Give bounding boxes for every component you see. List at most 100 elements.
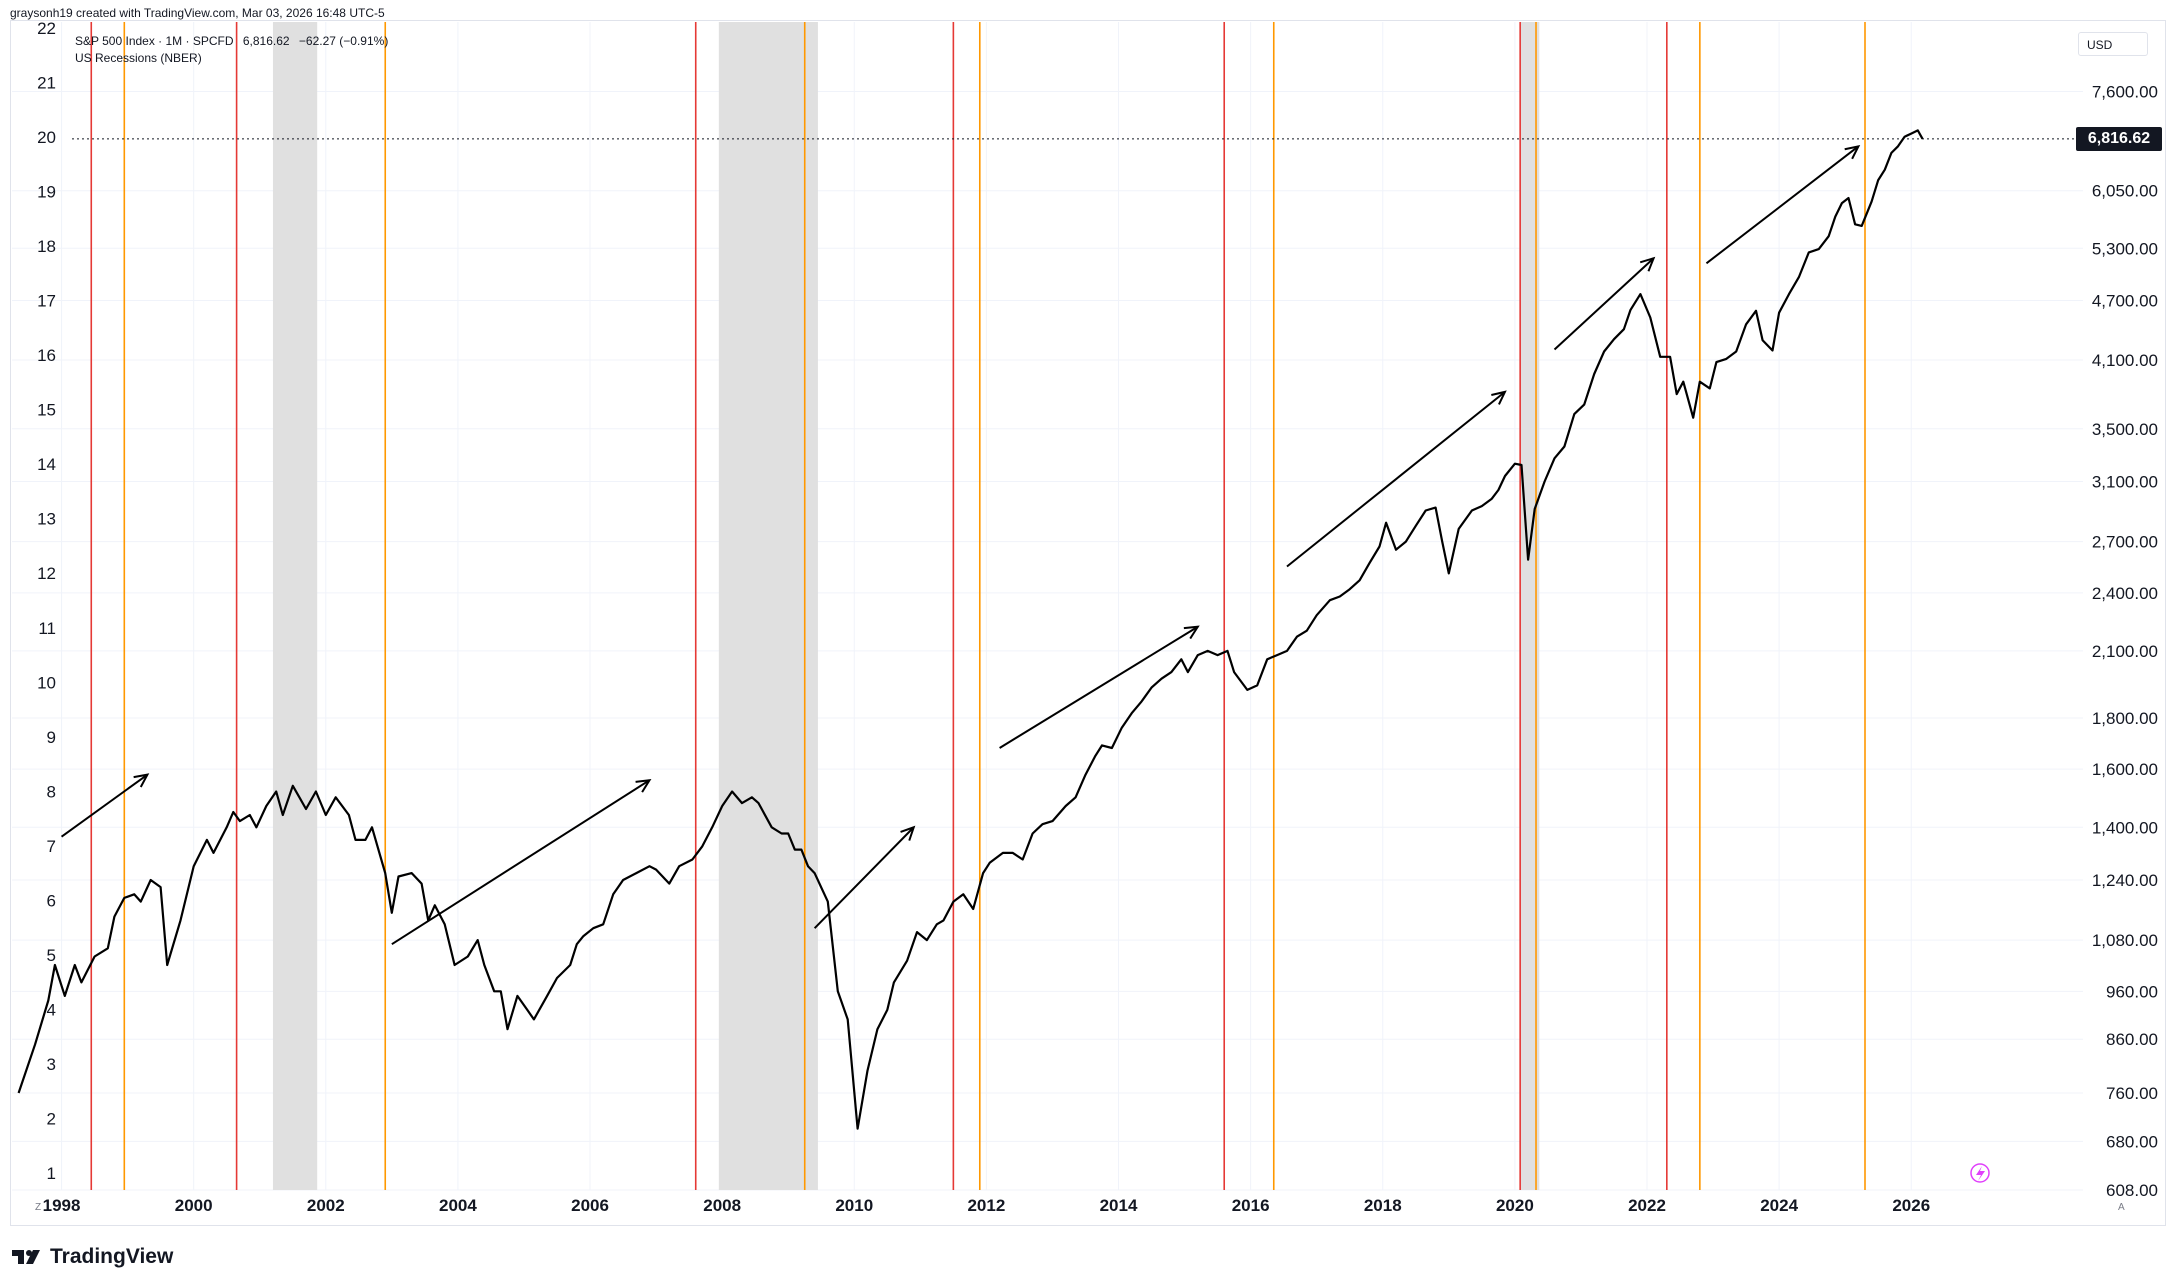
trend-arrow <box>999 625 1200 749</box>
left-tick-label: 10 <box>37 673 56 692</box>
right-tick-label: 5,300.00 <box>2092 239 2158 258</box>
right-tick-label: 860.00 <box>2106 1030 2158 1049</box>
left-tick-label: 16 <box>37 346 56 365</box>
tradingview-logo-text: TradingView <box>50 1245 174 1268</box>
currency-selector[interactable]: USD <box>2078 32 2148 56</box>
left-tick-label: 9 <box>47 728 56 747</box>
left-tick-label: 19 <box>37 183 56 202</box>
x-tick-label: 2012 <box>967 1196 1005 1215</box>
left-tick-label: 21 <box>37 74 56 93</box>
left-tick-label: 2 <box>47 1109 56 1128</box>
left-tick-label: 8 <box>47 782 56 801</box>
chart-frame <box>10 20 2166 1226</box>
trend-arrow-head <box>1491 390 1507 405</box>
x-tick-label: 2014 <box>1100 1196 1138 1215</box>
trend-arrow-shaft <box>60 773 149 838</box>
marker-lines <box>90 22 1866 1190</box>
x-tick-label: 2024 <box>1760 1196 1798 1215</box>
trend-arrow-shaft <box>813 826 915 929</box>
left-tick-label: 17 <box>37 292 56 311</box>
right-tick-label: 680.00 <box>2106 1132 2158 1151</box>
trend-arrow-head <box>1183 625 1200 640</box>
trend-arrow <box>1553 256 1656 351</box>
legend-symbol[interactable]: S&P 500 Index · 1M · SPCFD <box>75 34 234 48</box>
trend-arrow-shaft <box>391 779 651 946</box>
tradingview-logo-icon <box>12 1250 40 1264</box>
last-price-badge: 6,816.62 <box>2076 126 2162 151</box>
right-tick-label: 4,100.00 <box>2092 351 2158 370</box>
x-tick-label: 2008 <box>703 1196 741 1215</box>
right-axis-ticks: 608.00 680.00 760.00 860.00 960.00 1,080.00 1,… <box>2092 83 2158 1200</box>
right-tick-label: 2,400.00 <box>2092 584 2158 603</box>
left-tick-label: 15 <box>37 401 56 420</box>
left-tick-label: 3 <box>47 1055 56 1074</box>
trend-arrow-shaft <box>1286 391 1506 568</box>
trend-arrow-head <box>900 825 916 841</box>
right-tick-label: 2,700.00 <box>2092 533 2158 552</box>
x-tick-label: 2022 <box>1628 1196 1666 1215</box>
right-tick-label: 2,100.00 <box>2092 642 2158 661</box>
left-tick-label: 18 <box>37 237 56 256</box>
left-tick-label: 22 <box>37 19 56 38</box>
right-tick-label: 1,240.00 <box>2092 871 2158 890</box>
left-tick-label: 7 <box>47 837 56 856</box>
trend-arrow-head <box>133 773 150 788</box>
recession-bands <box>272 22 1540 1190</box>
trend-arrow-head <box>635 778 652 793</box>
trend-arrow <box>813 825 916 929</box>
x-tick-label: 2010 <box>835 1196 873 1215</box>
left-tick-label: 1 <box>47 1164 56 1183</box>
legend-study[interactable]: US Recessions (NBER) <box>75 51 202 65</box>
trend-arrow <box>391 778 652 946</box>
legend: S&P 500 Index · 1M · SPCFD 6,816.62 −62.… <box>75 33 394 67</box>
right-tick-label: 4,700.00 <box>2092 292 2158 311</box>
left-tick-label: 6 <box>47 891 56 910</box>
x-tick-label: 2004 <box>439 1196 477 1215</box>
right-tick-label: 1,400.00 <box>2092 818 2158 837</box>
right-tick-label: 7,600.00 <box>2092 83 2158 102</box>
left-tick-label: 20 <box>37 128 56 147</box>
recession-band <box>272 22 318 1190</box>
left-tick-label: 14 <box>37 455 56 474</box>
recession-band <box>718 22 818 1190</box>
x-tick-label: 2016 <box>1232 1196 1270 1215</box>
right-tick-label: 760.00 <box>2106 1084 2158 1103</box>
recession-band <box>1520 22 1540 1190</box>
corner-right-label[interactable]: A <box>2118 1202 2125 1213</box>
right-tick-label: 3,500.00 <box>2092 420 2158 439</box>
x-tick-label: 1998 <box>43 1196 81 1215</box>
left-tick-label: 12 <box>37 564 56 583</box>
right-tick-label: 6,050.00 <box>2092 182 2158 201</box>
left-tick-label: 11 <box>38 619 56 638</box>
legend-last-price: 6,816.62 <box>242 34 290 48</box>
right-tick-label: 608.00 <box>2106 1181 2158 1200</box>
trend-arrow-head <box>1844 144 1861 160</box>
trend-arrow <box>1286 390 1507 568</box>
x-axis-ticks: 1998 2000 2002 2004 2006 2008 2010 2012 2014 2016… <box>43 1196 1931 1215</box>
header-credit: graysonh19 created with TradingView.com,… <box>10 6 385 20</box>
right-tick-label: 1,080.00 <box>2092 931 2158 950</box>
flash-icon[interactable] <box>1970 1163 1990 1183</box>
left-tick-label: 13 <box>37 510 56 529</box>
trend-arrow-head <box>1639 256 1656 272</box>
trend-arrow-shaft <box>1705 145 1860 265</box>
trend-arrow <box>1705 144 1861 265</box>
legend-change: −62.27 (−0.91%) <box>298 34 389 48</box>
left-tick-label: 5 <box>47 946 56 965</box>
x-tick-label: 2000 <box>175 1196 213 1215</box>
x-tick-label: 2018 <box>1364 1196 1402 1215</box>
x-tick-label: 2020 <box>1496 1196 1534 1215</box>
left-tick-label: 4 <box>47 1000 56 1019</box>
corner-left-label[interactable]: Z <box>35 1202 42 1213</box>
trend-arrow <box>60 773 150 838</box>
tradingview-logo[interactable]: TradingView <box>12 1243 173 1271</box>
right-tick-label: 1,600.00 <box>2092 760 2158 779</box>
price-series-line <box>17 129 1924 1130</box>
grid-layer <box>12 22 2083 1191</box>
x-tick-label: 2002 <box>307 1196 345 1215</box>
right-tick-label: 3,100.00 <box>2092 473 2158 492</box>
right-tick-label: 960.00 <box>2106 982 2158 1001</box>
right-tick-label: 1,800.00 <box>2092 709 2158 728</box>
